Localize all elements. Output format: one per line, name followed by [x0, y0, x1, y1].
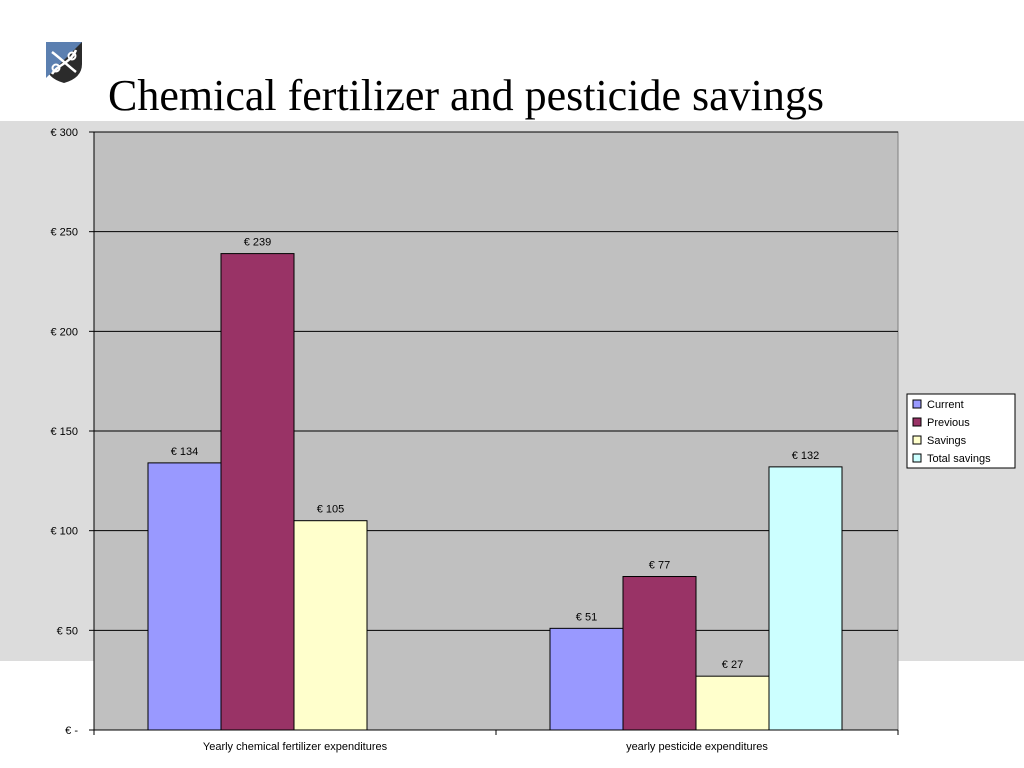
slide-title: Chemical fertilizer and pesticide saving…	[108, 71, 824, 120]
legend-swatch	[912, 399, 922, 409]
y-tick-label: € 100	[50, 526, 78, 538]
bar-current	[549, 627, 624, 731]
legend-swatch	[912, 417, 922, 427]
legend-swatch	[912, 453, 922, 463]
y-tick-label: € 50	[57, 625, 78, 637]
y-tick-label: € 300	[50, 127, 78, 139]
data-label: € 27	[722, 659, 743, 671]
data-label: € 105	[317, 504, 345, 516]
bar-savings	[695, 675, 770, 731]
data-label: € 77	[649, 560, 670, 572]
bar-total-savings	[768, 466, 843, 731]
y-tick-label: € -	[65, 725, 78, 737]
legend-label: Savings	[927, 435, 967, 447]
y-tick-label: € 250	[50, 227, 78, 239]
data-label: € 132	[792, 450, 820, 462]
legend-swatch	[912, 435, 922, 445]
bar-savings	[293, 520, 368, 731]
legend-box	[906, 393, 1016, 469]
bar-previous	[622, 576, 697, 731]
bar-previous	[220, 253, 295, 731]
data-label: € 239	[244, 237, 272, 249]
x-category-label: Yearly chemical fertilizer expenditures	[203, 741, 388, 753]
data-label: € 134	[171, 446, 199, 458]
legend-label: Previous	[927, 417, 970, 429]
company-logo	[46, 42, 82, 83]
legend-label: Current	[927, 399, 964, 411]
bar-current	[147, 462, 222, 731]
legend-label: Total savings	[927, 453, 991, 465]
x-category-label: yearly pesticide expenditures	[626, 741, 768, 753]
data-label: € 51	[576, 611, 597, 623]
y-tick-label: € 200	[50, 326, 78, 338]
y-tick-label: € 150	[50, 426, 78, 438]
